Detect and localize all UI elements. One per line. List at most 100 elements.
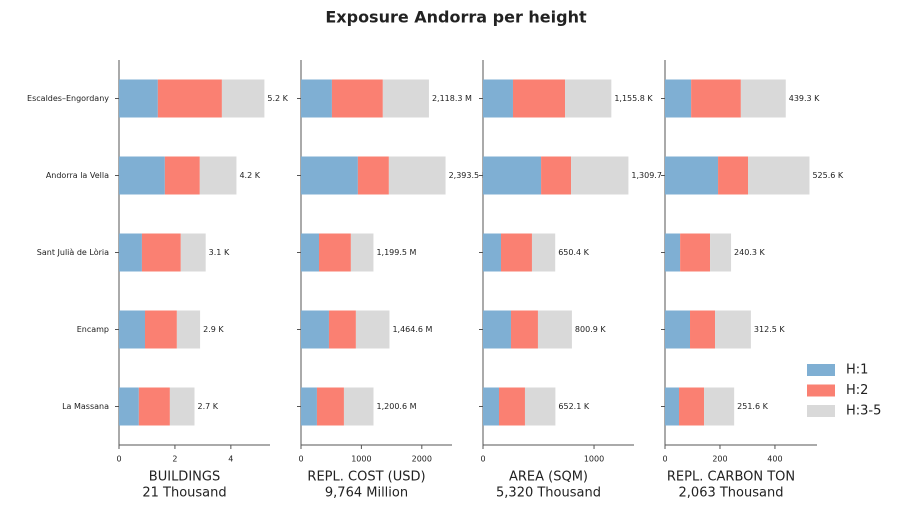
x-axis-label: REPL. COST (USD): [307, 470, 425, 485]
bar-segment: [665, 156, 719, 195]
x-axis-total: 9,764 Million: [325, 486, 408, 501]
bar-segment: [710, 233, 732, 272]
bar-segment: [301, 310, 329, 349]
bar-segment: [119, 387, 139, 426]
x-tick-label: 0: [298, 455, 303, 464]
bar-segment: [500, 233, 532, 272]
total-label: 4.2 K: [239, 171, 260, 180]
x-tick-label: 4: [228, 455, 233, 464]
total-label: 251.6 K: [737, 402, 768, 411]
bar-segment: [483, 387, 499, 426]
total-label: 3.1 K: [209, 248, 230, 257]
x-tick-label: 2000: [412, 455, 432, 464]
total-label: 1,464.6 M: [392, 325, 432, 334]
bar-segment: [718, 156, 749, 195]
total-label: 2.9 K: [203, 325, 224, 334]
bar-segment: [748, 156, 810, 195]
bar-segment: [328, 310, 356, 349]
x-tick-label: 400: [767, 455, 782, 464]
bar-segment: [537, 310, 572, 349]
bar-segment: [301, 233, 319, 272]
x-tick-label: 0: [480, 455, 485, 464]
legend-label: H:2: [846, 383, 868, 398]
legend-label: H:3-5: [846, 404, 881, 419]
bar-segment: [301, 156, 358, 195]
y-tick-label: Encamp: [77, 325, 109, 334]
bar-segment: [157, 79, 222, 118]
bar-segment: [145, 310, 177, 349]
bar-segment: [665, 387, 680, 426]
total-label: 2,118.3 M: [432, 94, 472, 103]
bar-segment: [512, 79, 566, 118]
bar-segment: [571, 156, 629, 195]
total-label: 439.3 K: [789, 94, 820, 103]
bar-segment: [382, 79, 429, 118]
bar-segment: [119, 79, 158, 118]
total-label: 650.4 K: [558, 248, 589, 257]
total-label: 240.3 K: [734, 248, 765, 257]
total-label: 5.2 K: [267, 94, 288, 103]
legend-swatch: [807, 405, 835, 417]
x-tick-label: 1000: [351, 455, 371, 464]
legend-swatch: [807, 384, 835, 397]
bar-segment: [119, 156, 165, 195]
y-tick-label: La Massana: [62, 402, 109, 411]
x-axis-total: 21 Thousand: [142, 486, 226, 501]
bar-segment: [164, 156, 200, 195]
y-tick-label: Andorra la Vella: [46, 171, 109, 180]
x-axis-label: REPL. CARBON TON: [667, 470, 795, 485]
total-label: 1,309.7 K: [631, 171, 670, 180]
bar-segment: [180, 233, 206, 272]
x-tick-label: 1000: [584, 455, 604, 464]
bar-segment: [199, 156, 237, 195]
total-label: 312.5 K: [754, 325, 785, 334]
bar-segment: [301, 79, 332, 118]
total-label: 2,393.5 M: [449, 171, 489, 180]
bar-segment: [343, 387, 374, 426]
bar-segment: [665, 233, 681, 272]
x-tick-label: 2: [172, 455, 177, 464]
bar-segment: [331, 79, 383, 118]
bar-segment: [665, 310, 691, 349]
legend-swatch: [807, 364, 835, 376]
total-label: 525.6 K: [812, 171, 843, 180]
x-tick-label: 0: [116, 455, 121, 464]
bar-segment: [138, 387, 170, 426]
bar-segment: [350, 233, 374, 272]
bar-segment: [221, 79, 265, 118]
bar-segment: [357, 156, 389, 195]
x-axis-label: BUILDINGS: [149, 470, 220, 485]
total-label: 652.1 K: [558, 402, 589, 411]
bar-segment: [316, 387, 344, 426]
bar-segment: [691, 79, 741, 118]
total-label: 1,199.5 M: [376, 248, 416, 257]
bar-segment: [704, 387, 735, 426]
legend-label: H:1: [846, 363, 868, 378]
x-axis-label: AREA (SQM): [509, 470, 588, 485]
bar-segment: [715, 310, 751, 349]
bar-segment: [510, 310, 538, 349]
x-tick-label: 0: [662, 455, 667, 464]
chart-title: Exposure Andorra per height: [325, 8, 587, 27]
bar-segment: [119, 310, 146, 349]
bar-segment: [483, 310, 511, 349]
x-axis-total: 5,320 Thousand: [496, 486, 601, 501]
y-tick-label: Escaldes–Engordany: [27, 94, 109, 103]
bar-segment: [690, 310, 716, 349]
bar-segment: [483, 233, 501, 272]
bar-segment: [483, 79, 513, 118]
bar-segment: [176, 310, 201, 349]
bar-segment: [665, 79, 692, 118]
bar-segment: [169, 387, 195, 426]
bar-segment: [355, 310, 390, 349]
bar-segment: [483, 156, 542, 195]
bar-segment: [498, 387, 525, 426]
bar-segment: [565, 79, 612, 118]
bar-segment: [524, 387, 556, 426]
bar-segment: [740, 79, 786, 118]
bar-segment: [388, 156, 446, 195]
total-label: 1,155.8 K: [614, 94, 653, 103]
bar-segment: [318, 233, 351, 272]
total-label: 1,200.6 M: [377, 402, 417, 411]
